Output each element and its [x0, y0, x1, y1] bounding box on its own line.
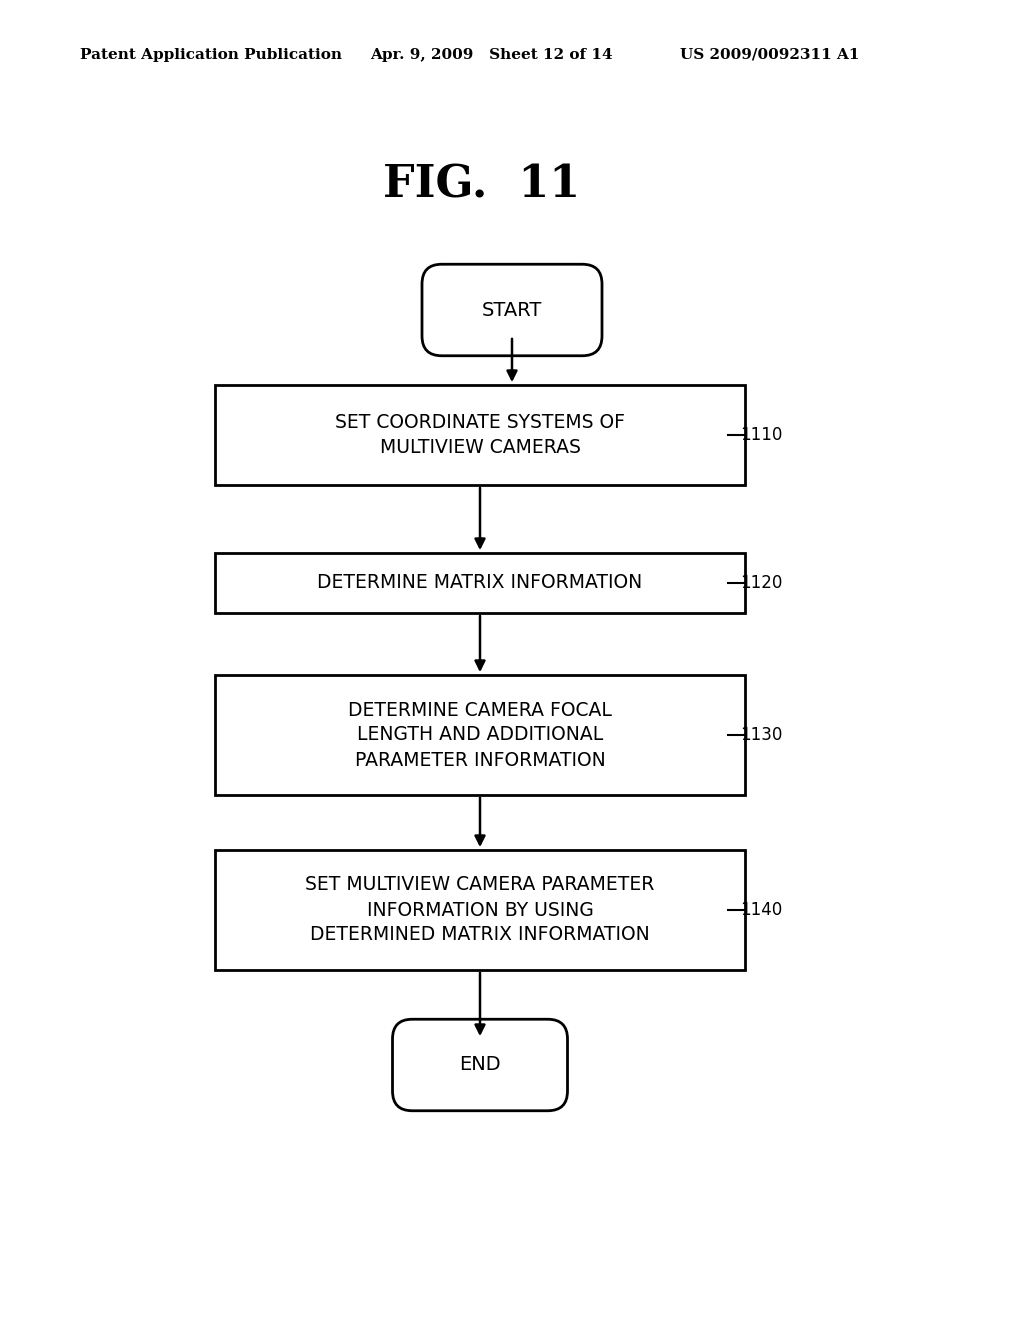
Text: SET MULTIVIEW CAMERA PARAMETER
INFORMATION BY USING
DETERMINED MATRIX INFORMATIO: SET MULTIVIEW CAMERA PARAMETER INFORMATI…: [305, 875, 654, 945]
Text: 1140: 1140: [740, 902, 782, 919]
Text: END: END: [459, 1056, 501, 1074]
Bar: [215, 553, 745, 612]
Text: DETERMINE CAMERA FOCAL
LENGTH AND ADDITIONAL
PARAMETER INFORMATION: DETERMINE CAMERA FOCAL LENGTH AND ADDITI…: [348, 701, 612, 770]
Text: Apr. 9, 2009   Sheet 12 of 14: Apr. 9, 2009 Sheet 12 of 14: [370, 48, 612, 62]
Bar: [215, 385, 745, 484]
Text: 1110: 1110: [740, 426, 782, 444]
FancyBboxPatch shape: [392, 1019, 567, 1110]
Text: FIG.  11: FIG. 11: [383, 164, 580, 206]
Text: Patent Application Publication: Patent Application Publication: [80, 48, 342, 62]
Text: DETERMINE MATRIX INFORMATION: DETERMINE MATRIX INFORMATION: [317, 573, 643, 593]
Bar: [215, 675, 745, 795]
FancyBboxPatch shape: [422, 264, 602, 356]
Text: 1120: 1120: [740, 574, 782, 591]
Text: 1130: 1130: [740, 726, 782, 744]
Text: US 2009/0092311 A1: US 2009/0092311 A1: [680, 48, 859, 62]
Text: START: START: [482, 301, 542, 319]
Text: SET COORDINATE SYSTEMS OF
MULTIVIEW CAMERAS: SET COORDINATE SYSTEMS OF MULTIVIEW CAME…: [335, 413, 625, 457]
Bar: [215, 850, 745, 970]
